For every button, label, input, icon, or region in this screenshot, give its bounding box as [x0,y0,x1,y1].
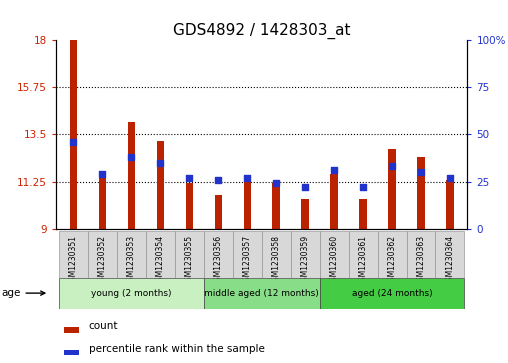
Bar [389,149,396,229]
Title: GDS4892 / 1428303_at: GDS4892 / 1428303_at [173,23,351,38]
Bar [146,231,175,278]
Bar [360,199,367,229]
Bar [204,231,233,278]
Point [98,171,106,177]
Bar [214,195,222,229]
Text: GSM1230361: GSM1230361 [359,235,368,286]
Bar [185,183,193,229]
Bar [243,179,251,229]
Bar [99,176,106,229]
Bar [117,231,146,278]
Bar [59,231,88,278]
Text: GSM1230355: GSM1230355 [185,235,194,286]
Text: GSM1230352: GSM1230352 [98,235,107,286]
Point [127,154,135,160]
Point [446,175,454,181]
Point [243,175,251,181]
Text: GSM1230360: GSM1230360 [330,235,338,286]
Bar [64,350,79,355]
Text: percentile rank within the sample: percentile rank within the sample [89,344,265,354]
Point [156,160,164,166]
Point [388,163,396,169]
Bar [156,140,164,229]
Text: middle aged (12 months): middle aged (12 months) [204,289,319,298]
Text: GSM1230359: GSM1230359 [301,235,309,286]
Text: count: count [89,321,118,331]
Bar [262,231,291,278]
Text: GSM1230362: GSM1230362 [388,235,397,286]
Bar [272,183,280,229]
Text: age: age [1,288,45,298]
Bar [348,231,377,278]
Bar [175,231,204,278]
Text: GSM1230357: GSM1230357 [243,235,251,286]
Bar [418,158,425,229]
Bar [301,199,309,229]
Bar [320,231,348,278]
Point [185,175,193,181]
Bar [377,231,406,278]
Bar [64,327,79,333]
Text: aged (24 months): aged (24 months) [352,289,432,298]
Bar [128,122,135,229]
Point [330,167,338,173]
Bar [204,278,320,309]
Text: GSM1230356: GSM1230356 [214,235,223,286]
Bar [233,231,262,278]
Bar [59,278,204,309]
Text: young (2 months): young (2 months) [91,289,172,298]
Text: GSM1230353: GSM1230353 [126,235,136,286]
Text: GSM1230364: GSM1230364 [446,235,455,286]
Point [214,177,222,183]
Bar [88,231,117,278]
Text: GSM1230363: GSM1230363 [417,235,426,286]
Bar [330,174,338,229]
Bar [435,231,464,278]
Bar [291,231,320,278]
Point [417,169,425,175]
Point [272,180,280,186]
Bar [70,40,77,229]
Bar [406,231,435,278]
Text: GSM1230351: GSM1230351 [69,235,78,286]
Point [359,184,367,190]
Text: GSM1230354: GSM1230354 [155,235,165,286]
Point [301,184,309,190]
Bar [447,180,454,229]
Point [69,139,77,145]
Bar [320,278,464,309]
Text: GSM1230358: GSM1230358 [272,235,280,286]
